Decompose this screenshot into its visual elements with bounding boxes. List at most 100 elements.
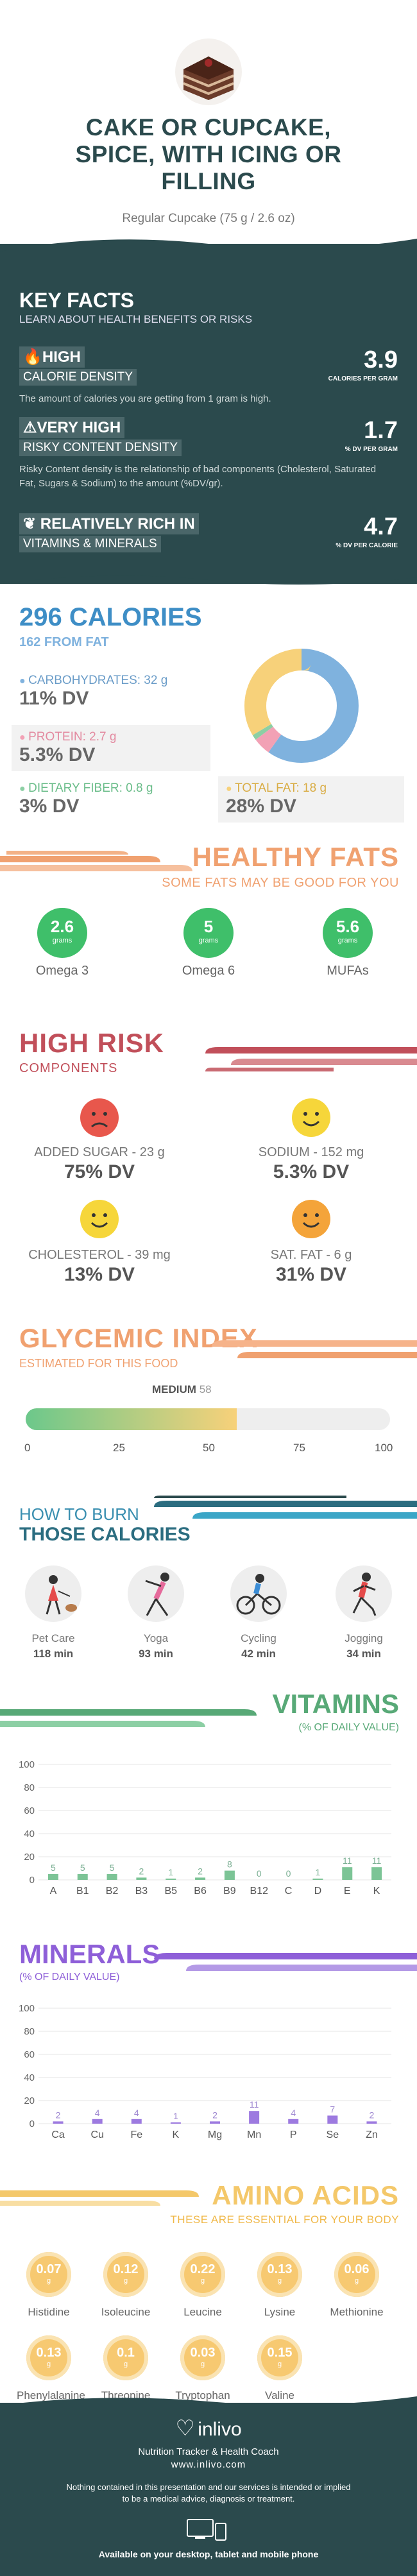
activity-time: 93 min xyxy=(139,1648,173,1660)
x-tick-label: Fe xyxy=(130,2129,142,2140)
page-title-line: FILLING xyxy=(161,168,256,194)
brand-name: inlivo xyxy=(198,2419,242,2440)
x-tick-label: D xyxy=(314,1886,322,1897)
fat-value: 5.6 xyxy=(336,917,360,936)
data-label: 2 xyxy=(370,2110,375,2120)
bar xyxy=(136,1877,147,1880)
bar xyxy=(249,2111,260,2124)
glycemic-track xyxy=(26,1408,390,1430)
bar xyxy=(170,2122,181,2124)
calories-title: 296 CALORIES xyxy=(19,603,202,631)
risk-label: CHOLESTEROL - 39 mg xyxy=(28,1248,171,1262)
amino-unit: g xyxy=(46,2277,51,2285)
bar xyxy=(53,2121,64,2124)
amino-bubble: 0.06 g xyxy=(334,2252,379,2297)
fact-value: 3.9 xyxy=(364,346,398,373)
amino-bubble: 0.12 g xyxy=(103,2252,148,2297)
amino-label: Valine xyxy=(265,2389,294,2401)
page-title-line: CAKE OR CUPCAKE, xyxy=(85,114,332,141)
fact-tag1-text: RELATIVELY RICH IN xyxy=(40,515,195,533)
x-tick-label: C xyxy=(285,1886,293,1897)
page-title-line: SPICE, WITH ICING OR xyxy=(75,141,342,167)
data-label: 7 xyxy=(330,2104,335,2114)
fact-item: ❦ RELATIVELY RICH IN VITAMINS & MINERALS… xyxy=(19,513,398,552)
activity-time: 42 min xyxy=(241,1648,276,1660)
cycling-icon xyxy=(230,1565,287,1622)
data-label: 0 xyxy=(286,1868,291,1879)
data-label: 2 xyxy=(212,2110,217,2120)
amino-label: Phenylalanine xyxy=(17,2389,85,2401)
data-label: 11 xyxy=(343,1855,352,1866)
x-tick-label: B5 xyxy=(164,1886,177,1897)
risk-label: ADDED SUGAR - 23 g xyxy=(34,1145,165,1159)
glycemic-tick: 50 xyxy=(203,1442,215,1454)
key-facts-section: KEY FACTS LEARN ABOUT HEALTH BENEFITS OR… xyxy=(0,239,417,585)
glycemic-value: 58 xyxy=(199,1383,212,1395)
bar xyxy=(210,2121,220,2124)
fat-bubble: 5 grams xyxy=(183,908,234,958)
amino-label: Isoleucine xyxy=(101,2306,151,2318)
x-tick-label: K xyxy=(173,2129,180,2140)
fact-tag2: RISKY CONTENT DENSITY xyxy=(19,439,182,456)
macro-dv: 28% DV xyxy=(226,796,297,817)
macronutrient-donut xyxy=(244,649,359,763)
x-tick-label: B9 xyxy=(223,1886,236,1897)
y-tick-label: 20 xyxy=(24,2095,35,2106)
donut-slice-fat xyxy=(244,649,359,763)
glycemic-level: MEDIUM 58 xyxy=(152,1383,212,1396)
fact-tag1: ⚠VERY HIGH xyxy=(19,417,125,438)
leaf-icon: ❦ xyxy=(23,515,37,533)
high-risk-subtitle: COMPONENTS xyxy=(19,1061,118,1075)
x-tick-label: Se xyxy=(327,2129,339,2140)
serving-size: Regular Cupcake (75 g / 2.6 oz) xyxy=(122,212,295,225)
amino-item: 0.12 g Isoleucine xyxy=(94,2252,158,2319)
amino-value: 0.15 xyxy=(267,2346,293,2360)
amino-unit: g xyxy=(200,2360,205,2368)
data-label: 1 xyxy=(168,1867,173,1877)
risk-dv: 75% DV xyxy=(64,1161,135,1182)
bar xyxy=(288,2119,299,2124)
x-tick-label: B2 xyxy=(106,1886,119,1897)
amino-value: 0.03 xyxy=(190,2346,216,2360)
dot-icon: ● xyxy=(19,732,26,743)
amino-item: 0.03 g Tryptophan xyxy=(171,2335,235,2402)
amino-unit: g xyxy=(123,2277,128,2285)
high-risk-title: HIGH RISK xyxy=(19,1028,165,1058)
amino-label: Leucine xyxy=(183,2306,222,2318)
bar xyxy=(131,2119,142,2124)
macro-label: TOTAL FAT: 18 g xyxy=(235,781,327,795)
footer-url[interactable]: www.inlivo.com xyxy=(171,2459,246,2470)
bar xyxy=(342,1867,353,1880)
decorative-ribbon xyxy=(212,1340,417,1358)
happy-face-icon xyxy=(292,1098,330,1137)
healthy-fats-subtitle: SOME FATS MAY BE GOOD FOR YOU xyxy=(162,876,399,890)
data-label: 1 xyxy=(173,2111,178,2121)
data-label: 2 xyxy=(198,1866,203,1876)
amino-unit: g xyxy=(200,2277,205,2285)
footer-disclaimer: Nothing contained in this presentation a… xyxy=(66,2482,351,2492)
footer-disclaimer: to be a medical advice, diagnosis or tre… xyxy=(122,2494,295,2503)
amino-value: 0.1 xyxy=(117,2346,135,2360)
glycemic-tick: 100 xyxy=(375,1442,393,1454)
glycemic-fill xyxy=(26,1408,237,1430)
activity-time: 34 min xyxy=(346,1648,381,1660)
y-tick-label: 60 xyxy=(24,1805,35,1816)
fat-unit: grams xyxy=(52,937,72,944)
fact-tag2: CALORIE DENSITY xyxy=(19,369,137,386)
amino-label: Lysine xyxy=(264,2306,296,2318)
decorative-ribbon xyxy=(154,1496,417,1519)
activity-item: Jogging 34 min xyxy=(328,1565,399,1660)
glycemic-level-text: MEDIUM xyxy=(152,1383,196,1395)
fact-unit: CALORIES PER GRAM xyxy=(328,375,398,382)
fact-desc: The amount of calories you are getting f… xyxy=(19,393,271,404)
key-facts-title: KEY FACTS xyxy=(19,289,134,312)
decorative-ribbon xyxy=(0,2190,199,2206)
glycemic-subtitle: ESTIMATED FOR THIS FOOD xyxy=(19,1357,178,1370)
amino-item: 0.13 g Lysine xyxy=(248,2252,312,2319)
burn-title-1: HOW TO BURN xyxy=(19,1505,139,1524)
minerals-subtitle: (% OF DAILY VALUE) xyxy=(19,1972,120,1983)
amino-item: 0.15 g Valine xyxy=(248,2335,312,2402)
data-label: 11 xyxy=(250,2099,259,2110)
macro-item: ● DIETARY FIBER: 0.8 g 3% DV xyxy=(19,781,212,820)
data-label: 1 xyxy=(316,1867,321,1877)
